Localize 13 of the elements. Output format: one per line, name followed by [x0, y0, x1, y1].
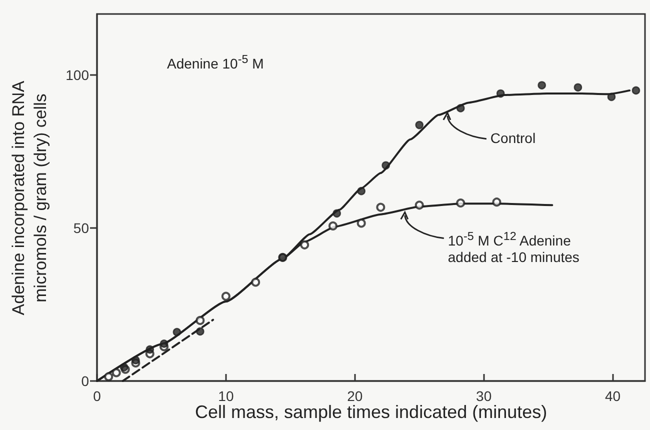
x-tick-label: 0	[93, 388, 102, 404]
x-tick-label: 20	[347, 388, 363, 404]
annotation: Adenine 10$^{-5}$ M	[167, 52, 264, 72]
x-tick-label: 10	[218, 388, 234, 404]
y-tick-label: 100	[66, 67, 90, 84]
y-axis-title: Adenine incorporated into RNA micromols / gram (dry) cells	[8, 80, 52, 315]
y-tick-label: 0	[81, 373, 90, 389]
x-axis-title: Cell mass, sample times indicated (minutes)	[195, 402, 548, 422]
x-tick-label: 40	[604, 388, 621, 404]
y-tick-label: 50	[73, 220, 90, 236]
x-tick-label: 30	[476, 388, 492, 404]
annotation: 10$^{-5}$ M C$^{12}$ Adenine added at -10 minutes	[448, 229, 580, 265]
annotation: Control	[490, 130, 536, 146]
